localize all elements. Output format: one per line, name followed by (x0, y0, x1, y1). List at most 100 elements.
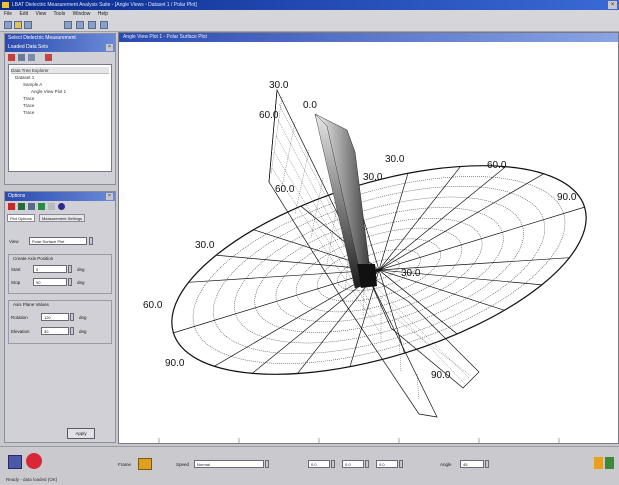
spin-icon[interactable] (365, 460, 369, 468)
tree-item[interactable]: Trace (23, 96, 35, 101)
unit-label: deg (77, 267, 85, 272)
tree-item[interactable]: Sample A (23, 82, 43, 87)
delete-icon[interactable] (8, 54, 15, 61)
unit-label: deg (79, 329, 87, 334)
tool-icon[interactable] (48, 203, 55, 210)
chart-icon[interactable] (38, 203, 45, 210)
group-title: Axis Plane Values (13, 302, 49, 307)
elevation-input[interactable]: 30 (41, 327, 69, 335)
window-title: LBAT Dielectric Measurement Analysis Sui… (12, 2, 197, 8)
open-icon[interactable] (14, 21, 22, 29)
grid-icon[interactable] (28, 203, 35, 210)
menu-window[interactable]: Window (72, 11, 91, 17)
tab-measurement-settings[interactable]: Measurement Settings (39, 214, 86, 222)
elevation-label: Elevation (11, 329, 30, 334)
data-tree-subtitle-text: Loaded Data Sets (8, 44, 49, 50)
speed-select[interactable]: Normal (194, 460, 264, 468)
cut-icon[interactable] (64, 21, 72, 29)
value-field[interactable]: 0.0 (376, 460, 398, 468)
tree-item[interactable]: Dataset 1 (15, 75, 35, 80)
plot-labels: 30.0 60.0 0.0 30.0 60.0 90.0 60.0 30.0 3… (143, 80, 577, 381)
spin-icon[interactable] (70, 327, 74, 335)
stop-icon[interactable] (18, 203, 25, 210)
save-icon[interactable] (24, 21, 32, 29)
axis-label: 30.0 (401, 268, 421, 279)
group-title: Create Axis Position (13, 256, 54, 261)
grid-icon[interactable] (28, 54, 35, 61)
chevron-down-icon[interactable] (265, 460, 269, 468)
record-icon[interactable] (58, 203, 65, 210)
play-icon[interactable] (8, 203, 15, 210)
status-bar: Frame Speed Normal 0.0 0.0 0.0 Angle 45 … (0, 446, 619, 485)
run-toolbar (5, 201, 115, 213)
axis-label: 30.0 (195, 240, 215, 251)
tree-header: Data Tree Explorer (11, 67, 109, 74)
axis-label: 60.0 (259, 110, 279, 121)
close-panel-icon[interactable]: × (106, 193, 113, 200)
close-panel-icon[interactable]: × (106, 44, 113, 51)
view-label: View (9, 239, 19, 244)
spin-icon[interactable] (70, 313, 74, 321)
surface-core (357, 264, 377, 288)
value-field[interactable]: 0.0 (342, 460, 364, 468)
data-tree-panel: Select Dielectric Measurement Loaded Dat… (4, 33, 116, 185)
warning-icon[interactable] (45, 54, 52, 61)
toolbar (0, 18, 619, 32)
speed-label: Speed (176, 462, 190, 467)
axis-label: 60.0 (487, 160, 507, 171)
frame-icon[interactable] (138, 458, 152, 470)
lower-mesh (366, 273, 480, 389)
axis-plane-group (8, 300, 112, 344)
axis-label: 90.0 (165, 358, 185, 369)
power-icon[interactable] (26, 453, 42, 469)
frame-label: Frame (118, 462, 132, 467)
options-panel: Options × Plot Options Measurement Setti… (4, 191, 116, 443)
unit-label: deg (79, 315, 87, 320)
angle-field[interactable]: 45 (460, 460, 484, 468)
chart-window: Angle View Plot 1 - Polar Surface Plot (118, 32, 619, 444)
data-tree-panel-title: Select Dielectric Measurement (5, 34, 115, 43)
tree-item[interactable]: Trace (23, 110, 35, 115)
home-icon[interactable] (8, 455, 22, 469)
start-input[interactable]: 0 (33, 265, 67, 273)
axis-label: 30.0 (269, 80, 289, 91)
tab-plot-options[interactable]: Plot Options (7, 214, 35, 222)
value-field[interactable]: 0.0 (308, 460, 330, 468)
start-label: Start (11, 267, 21, 272)
spin-icon[interactable] (68, 265, 72, 273)
spin-icon[interactable] (331, 460, 335, 468)
print-icon[interactable] (100, 21, 108, 29)
shaded-lobe (314, 113, 372, 289)
close-icon[interactable]: × (608, 1, 617, 9)
export-icon[interactable] (594, 457, 603, 469)
menu-help[interactable]: Help (97, 11, 109, 17)
refresh-icon[interactable] (605, 457, 614, 469)
app-icon (2, 2, 9, 8)
menu-file[interactable]: File (4, 11, 13, 17)
spin-icon[interactable] (485, 460, 489, 468)
axis-label: 90.0 (557, 192, 577, 203)
new-icon[interactable] (4, 21, 12, 29)
apply-button[interactable]: Apply (67, 428, 95, 439)
tree-item[interactable]: Trace (23, 103, 35, 108)
stop-label: Stop (11, 280, 21, 285)
view-select[interactable]: Polar Surface Plot (29, 237, 87, 245)
rotation-input[interactable]: 120 (41, 313, 69, 321)
menu-tools[interactable]: Tools (53, 11, 66, 17)
axis-label: 60.0 (143, 300, 163, 311)
menu-view[interactable]: View (35, 11, 47, 17)
stop-input[interactable]: 90 (33, 278, 67, 286)
axis-label: 30.0 (363, 172, 383, 183)
disc-spokes (173, 165, 585, 375)
copy-icon[interactable] (76, 21, 84, 29)
rotation-label: Rotation (11, 315, 28, 320)
chart-window-title: Angle View Plot 1 - Polar Surface Plot (119, 33, 618, 42)
spin-icon[interactable] (68, 278, 72, 286)
spin-icon[interactable] (399, 460, 403, 468)
paste-icon[interactable] (88, 21, 96, 29)
chevron-down-icon[interactable] (89, 237, 93, 245)
menu-edit[interactable]: Edit (19, 11, 29, 17)
folder-icon[interactable] (18, 54, 25, 61)
tree-toolbar (5, 52, 115, 63)
tree-item[interactable]: Angle View Plot 1 (31, 89, 67, 94)
